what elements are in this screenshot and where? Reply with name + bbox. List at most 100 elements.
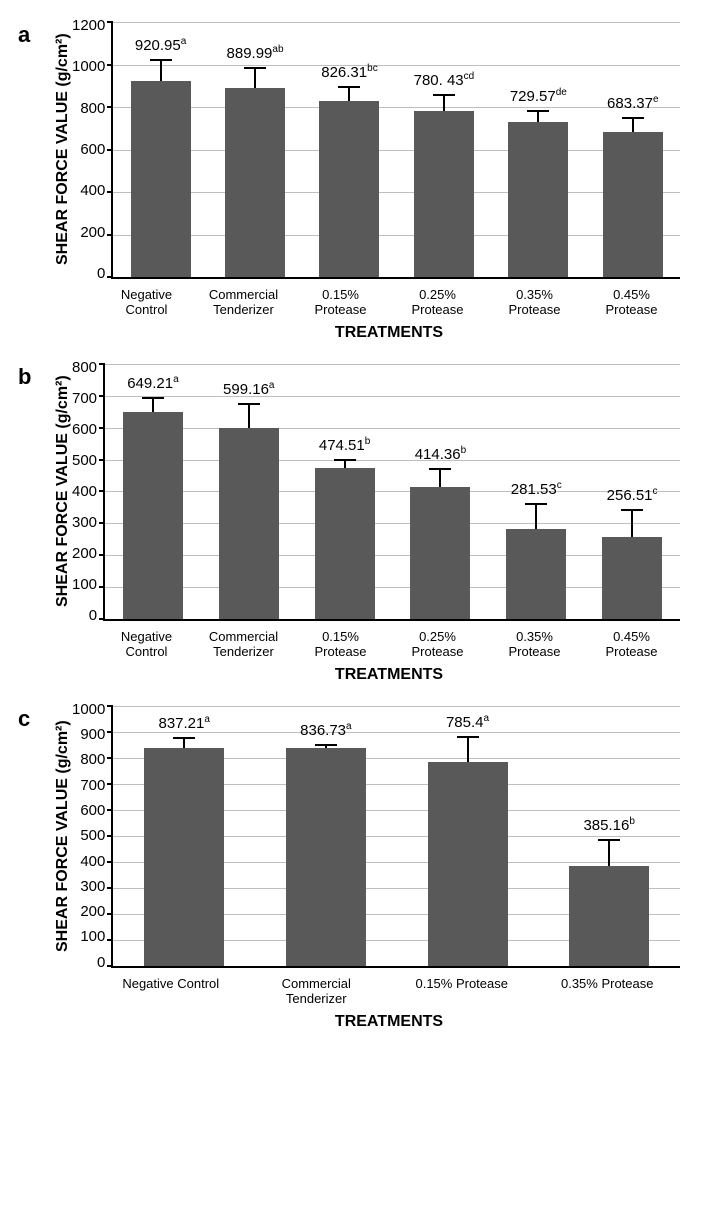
y-axis-ticks: 01002003004005006007008009001000 [72,701,111,971]
x-axis-ticks: Negative ControlCommercialTenderizer0.15… [98,977,680,1007]
y-tick-label: 600 [80,141,105,158]
bar-value-label: 837.21a [158,714,209,732]
x-tick-label: 0.25%Protease [389,288,486,318]
y-axis-ticks: 020040060080010001200 [72,17,111,282]
bar-value-label: 785.4a [446,713,489,731]
error-cap [150,59,172,61]
bar-rect [286,748,366,966]
x-axis-title: TREATMENTS [98,666,680,684]
x-tick-label: 0.35%Protease [486,630,583,660]
error-cap [457,736,479,738]
bar-rect [315,468,375,619]
y-tick-label: 600 [72,421,97,438]
error-cap [334,459,356,461]
x-tick-label: Negative Control [98,977,244,1007]
bar-rect [603,132,663,277]
bar-slot: 414.36b [393,487,489,619]
x-tick-label: CommercialTenderizer [195,630,292,660]
bar-value-label: 385.16b [583,816,634,834]
panel-label-a: a [18,22,30,48]
bar-rect [225,88,285,277]
bar-value-label: 256.51c [607,486,658,504]
x-tick-label: 0.15% Protease [389,977,535,1007]
bar-rect [123,412,183,619]
y-axis-title: SHEAR FORCE VALUE (g/cm²) [50,706,72,966]
bar-value-label: 649.21a [127,374,178,392]
error-cap [238,403,260,405]
error-cap [173,737,195,739]
bar-slot: 920.95a [113,81,207,277]
y-tick-label: 200 [80,224,105,241]
x-axis-ticks: NegativeControlCommercialTenderizer0.15%… [98,288,680,318]
panel-c: c SHEAR FORCE VALUE (g/cm²) 0 100 200 300 400 5… [10,706,700,1031]
y-tick-label: 700 [80,777,105,794]
bar-slot: 683.37e [586,132,680,277]
chart-wrap: SHEAR FORCE VALUE (g/cm²)020040060080010… [50,22,700,282]
y-tick-label: 0 [97,954,105,971]
error-cap [315,744,337,746]
y-tick-label: 800 [72,359,97,376]
chart-wrap: SHEAR FORCE VALUE (g/cm²)010020030040050… [50,364,700,624]
bar-slot: 785.4a [397,762,539,966]
bar-value-label: 474.51b [319,436,370,454]
error-cap [621,509,643,511]
bar-rect [144,748,224,966]
x-tick-label: 0.15%Protease [292,630,389,660]
error-cap [429,468,451,470]
plot-area: 920.95a889.99ab826.31bc780. 43cd729.57de… [111,22,680,279]
y-tick-label: 500 [80,827,105,844]
figure: a SHEAR FORCE VALUE (g/cm²) 0 200 400 600 800 1… [0,0,710,1063]
bar-value-label: 414.36b [415,445,466,463]
bar-rect [508,122,568,277]
bars-container: 920.95a889.99ab826.31bc780. 43cd729.57de… [113,22,680,277]
bar-rect [506,529,566,619]
bar-slot: 649.21a [105,412,201,619]
x-tick-label: 0.25%Protease [389,630,486,660]
x-tick-label: CommercialTenderizer [195,288,292,318]
bar-slot: 599.16a [201,428,297,619]
bar-rect [569,866,649,966]
y-axis-title: SHEAR FORCE VALUE (g/cm²) [50,364,72,619]
y-tick-label: 800 [80,751,105,768]
bar-value-label: 729.57de [510,87,567,105]
error-cap [433,94,455,96]
bar-value-label: 281.53c [511,480,562,498]
bar-value-label: 889.99ab [227,44,284,62]
x-tick-label: 0.35%Protease [486,288,583,318]
bar-slot: 836.73a [255,748,397,966]
bar-rect [428,762,508,966]
error-cap [338,86,360,88]
y-tick-label: 400 [80,182,105,199]
bar-slot: 385.16b [538,866,680,966]
y-tick-label: 900 [80,726,105,743]
y-tick-label: 400 [80,853,105,870]
bar-rect [219,428,279,619]
y-tick-label: 200 [72,545,97,562]
bars-container: 837.21a836.73a785.4a385.16b [113,706,680,966]
y-axis-title: SHEAR FORCE VALUE (g/cm²) [50,22,72,277]
x-tick-label: 0.15%Protease [292,288,389,318]
panel-label-c: c [18,706,30,732]
y-tick-label: 600 [80,802,105,819]
y-tick-label: 1000 [72,58,105,75]
error-cap [622,117,644,119]
chart-wrap: SHEAR FORCE VALUE (g/cm²) 0 100 200 300 400 50… [50,706,700,971]
bar-slot: 889.99ab [208,88,302,277]
x-tick-label: CommercialTenderizer [244,977,390,1007]
error-cap [527,110,549,112]
error-cap [598,839,620,841]
bar-value-label: 683.37e [607,94,658,112]
x-axis-title: TREATMENTS [98,324,680,342]
panel-b: bSHEAR FORCE VALUE (g/cm²)01002003004005… [10,364,700,684]
bar-slot: 729.57de [491,122,585,277]
x-tick-label: 0.35% Protease [535,977,681,1007]
x-axis-title: TREATMENTS [98,1013,680,1031]
y-tick-label: 100 [80,928,105,945]
error-cap [142,397,164,399]
bar-value-label: 826.31bc [321,63,377,81]
y-tick-label: 300 [80,878,105,895]
x-axis-ticks: NegativeControlCommercialTenderizer0.15%… [98,630,680,660]
x-tick-label: NegativeControl [98,630,195,660]
y-tick-label: 200 [80,903,105,920]
y-tick-label: 400 [72,483,97,500]
